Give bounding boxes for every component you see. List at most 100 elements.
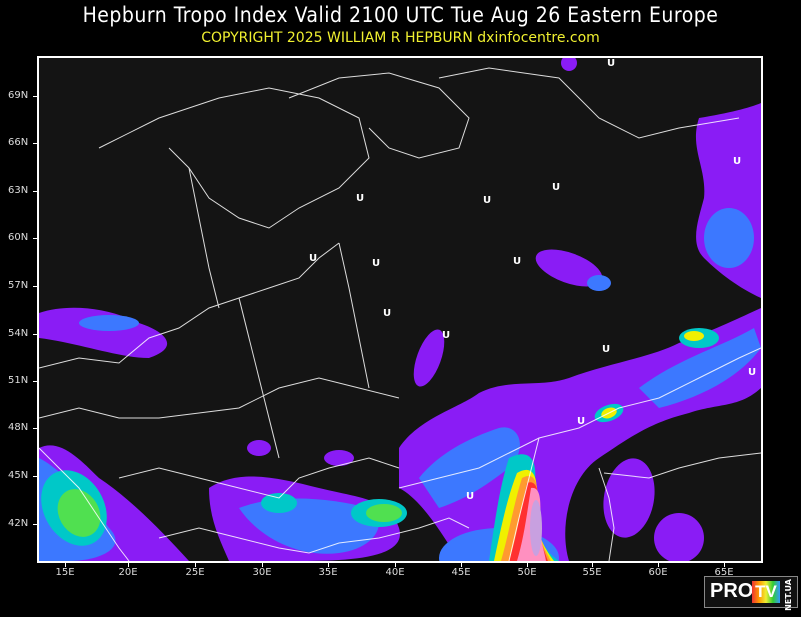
field-level1 xyxy=(413,329,445,387)
border-line xyxy=(598,467,615,561)
lat-tick xyxy=(33,524,37,525)
lon-label: 45E xyxy=(451,567,471,578)
pressure-label: U xyxy=(513,256,521,267)
logo-net: NET.UA xyxy=(784,579,793,611)
field-level2 xyxy=(704,208,754,268)
lat-tick xyxy=(33,143,37,144)
lon-label: 30E xyxy=(252,567,272,578)
pressure-labels: U U U U U U U U U U U U U U xyxy=(309,58,756,502)
pressure-label: U xyxy=(442,330,450,341)
lon-label: 20E xyxy=(118,567,138,578)
lat-tick xyxy=(33,476,37,477)
pressure-label: U xyxy=(607,58,615,69)
lat-label: 51N xyxy=(8,375,29,386)
lat-label: 42N xyxy=(8,518,29,529)
map-canvas: U U U U U U U U U U U U U U xyxy=(39,58,761,561)
field-level1 xyxy=(39,307,168,358)
field-level2 xyxy=(419,427,520,508)
lat-label: 54N xyxy=(8,328,29,339)
lat-label: 66N xyxy=(8,137,29,148)
lon-tick xyxy=(262,563,263,567)
field-level1 xyxy=(324,450,354,466)
lat-tick xyxy=(33,334,37,335)
border-line xyxy=(508,437,540,561)
lon-tick xyxy=(658,563,659,567)
lat-label: 63N xyxy=(8,185,29,196)
field-level1 xyxy=(561,58,577,71)
pressure-label: U xyxy=(466,491,474,502)
border-line xyxy=(438,67,740,139)
lon-tick xyxy=(65,563,66,567)
lat-tick xyxy=(33,191,37,192)
lon-label: 55E xyxy=(582,567,602,578)
map-title: Hepburn Tropo Index Valid 2100 UTC Tue A… xyxy=(82,3,719,27)
logo-pro: PRO xyxy=(710,580,754,602)
lon-tick xyxy=(195,563,196,567)
lon-tick xyxy=(328,563,329,567)
pressure-label: U xyxy=(483,195,491,206)
lon-tick xyxy=(461,563,462,567)
border-line xyxy=(603,452,761,479)
border-line xyxy=(158,517,470,554)
field-level4 xyxy=(57,489,101,537)
border-line xyxy=(39,242,340,369)
field-level2 xyxy=(79,315,139,331)
field-level1 xyxy=(535,249,603,287)
border-line xyxy=(288,72,470,159)
pressure-label: U xyxy=(552,182,560,193)
border-line xyxy=(39,447,130,561)
lon-label: 65E xyxy=(714,567,734,578)
field-level4 xyxy=(366,504,402,522)
field-level3 xyxy=(261,493,297,513)
lat-tick xyxy=(33,238,37,239)
field-level1 xyxy=(247,440,271,456)
field-level1 xyxy=(603,458,655,538)
lon-label: 50E xyxy=(517,567,537,578)
pressure-label: U xyxy=(748,367,756,378)
lon-tick xyxy=(592,563,593,567)
field-level1 xyxy=(654,513,704,561)
lon-tick xyxy=(395,563,396,567)
lon-label: 25E xyxy=(185,567,205,578)
border-line xyxy=(238,297,280,459)
lat-tick xyxy=(33,381,37,382)
lat-label: 60N xyxy=(8,232,29,243)
border-line xyxy=(338,242,370,389)
lon-label: 15E xyxy=(55,567,75,578)
lat-tick xyxy=(33,428,37,429)
lat-label: 69N xyxy=(8,90,29,101)
lat-tick xyxy=(33,286,37,287)
pressure-label: U xyxy=(733,156,741,167)
lon-label: 40E xyxy=(385,567,405,578)
field-level2 xyxy=(587,275,611,291)
field-level2 xyxy=(639,328,761,408)
copyright-line: COPYRIGHT 2025 WILLIAM R HEPBURN dxinfoc… xyxy=(201,30,600,46)
field-level9 xyxy=(530,500,542,556)
lat-label: 48N xyxy=(8,422,29,433)
lon-label: 60E xyxy=(648,567,668,578)
lon-tick xyxy=(724,563,725,567)
border-line xyxy=(188,167,220,309)
tropo-index-fields xyxy=(39,58,761,561)
logo-tv: TV xyxy=(752,581,780,603)
pressure-label: U xyxy=(577,416,585,427)
border-line xyxy=(118,457,400,499)
pressure-label: U xyxy=(383,308,391,319)
pressure-label: U xyxy=(602,344,610,355)
border-line xyxy=(398,347,761,489)
lon-tick xyxy=(128,563,129,567)
border-line xyxy=(39,377,400,419)
lat-label: 45N xyxy=(8,470,29,481)
pressure-label: U xyxy=(356,193,364,204)
lat-label: 57N xyxy=(8,280,29,291)
tropo-map: U U U U U U U U U U U U U U xyxy=(37,56,763,563)
field-level1 xyxy=(695,103,761,298)
border-line xyxy=(98,87,370,229)
pressure-label: U xyxy=(372,258,380,269)
pressure-label: U xyxy=(309,253,317,264)
protv-logo: PRO TV NET.UA xyxy=(704,576,798,611)
lon-tick xyxy=(527,563,528,567)
lat-tick xyxy=(33,96,37,97)
field-level5 xyxy=(684,331,704,341)
lon-label: 35E xyxy=(318,567,338,578)
